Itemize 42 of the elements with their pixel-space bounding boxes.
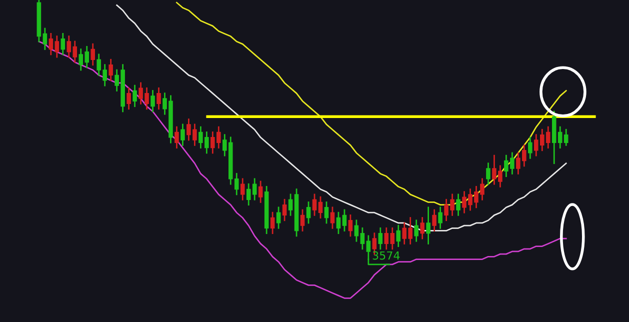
candlestick bbox=[354, 220, 359, 242]
candlestick bbox=[312, 194, 317, 216]
annotation: 3574 bbox=[372, 251, 400, 260]
candlestick bbox=[414, 220, 418, 242]
candlestick bbox=[90, 43, 95, 66]
candlestick bbox=[318, 196, 323, 218]
candlestick bbox=[348, 214, 353, 237]
candlestick bbox=[420, 217, 424, 240]
candlestick bbox=[132, 84, 137, 107]
candlestick bbox=[456, 194, 460, 216]
candlestick bbox=[108, 58, 113, 82]
candlestick bbox=[432, 209, 436, 232]
candlestick bbox=[336, 212, 341, 234]
candlestick bbox=[300, 209, 305, 232]
candlestick bbox=[438, 206, 442, 229]
candlestick bbox=[288, 194, 293, 216]
candlestick bbox=[276, 206, 281, 229]
candlestick bbox=[378, 227, 383, 250]
candlestick bbox=[282, 198, 287, 222]
candlestick bbox=[528, 136, 532, 159]
candlestick bbox=[156, 87, 161, 110]
candlestick bbox=[54, 36, 60, 58]
candlestick bbox=[330, 206, 335, 229]
candlestick bbox=[252, 178, 257, 200]
candlestick bbox=[342, 209, 347, 232]
candlestick bbox=[150, 90, 155, 112]
candlestick bbox=[180, 124, 185, 146]
candlestick bbox=[426, 206, 430, 244]
candlestick bbox=[42, 28, 48, 50]
candlestick bbox=[126, 87, 131, 110]
candlestick bbox=[48, 33, 54, 56]
candlestick bbox=[270, 212, 275, 234]
candlestick bbox=[258, 180, 263, 203]
candlestick bbox=[60, 33, 66, 56]
candlestick bbox=[486, 162, 490, 185]
candlestick bbox=[306, 202, 311, 224]
candlestick bbox=[396, 224, 401, 247]
candlestick bbox=[324, 202, 329, 224]
candlestick bbox=[246, 183, 251, 206]
candlestick bbox=[174, 126, 179, 148]
candlestick bbox=[240, 178, 245, 200]
candlestick bbox=[360, 227, 365, 250]
